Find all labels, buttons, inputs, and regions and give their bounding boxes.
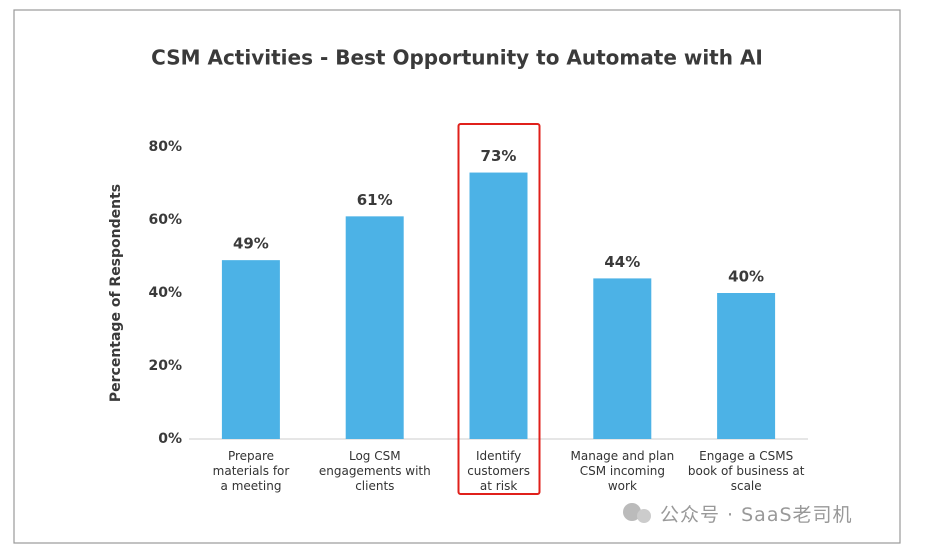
bar: [717, 293, 776, 439]
watermark-icon: [637, 509, 651, 523]
y-tick-label: 0%: [158, 431, 182, 447]
value-label: 44%: [604, 253, 640, 271]
watermark: 公众号 · SaaS老司机: [660, 504, 853, 526]
value-label: 49%: [233, 235, 269, 253]
frame: [13, 9, 901, 544]
highlight-box: [457, 123, 541, 495]
x-tick-label: Prepare materials for a meeting: [212, 449, 290, 493]
y-tick-label: 80%: [148, 139, 182, 155]
bar: [345, 216, 404, 439]
x-tick-label: Identify customers at risk: [467, 449, 530, 493]
bar: [593, 278, 652, 439]
y-tick-label: 60%: [148, 212, 182, 228]
y-axis-label: Percentage of Respondents: [108, 184, 124, 402]
y-tick-label: 40%: [148, 285, 182, 301]
value-label: 61%: [357, 191, 393, 209]
x-tick-label: Manage and plan CSM incoming work: [570, 449, 675, 493]
value-label: 40%: [728, 268, 764, 286]
watermark-icon: [623, 503, 641, 521]
value-label: 73%: [481, 147, 517, 165]
x-tick-label: Log CSM engagements with clients: [318, 449, 431, 493]
y-tick-label: 20%: [148, 358, 182, 374]
x-tick-label: Engage a CSMS book of business at scale: [687, 449, 805, 493]
chart-title: CSM Activities - Best Opportunity to Aut…: [151, 46, 763, 70]
bar: [221, 260, 280, 439]
bar: [469, 172, 528, 440]
